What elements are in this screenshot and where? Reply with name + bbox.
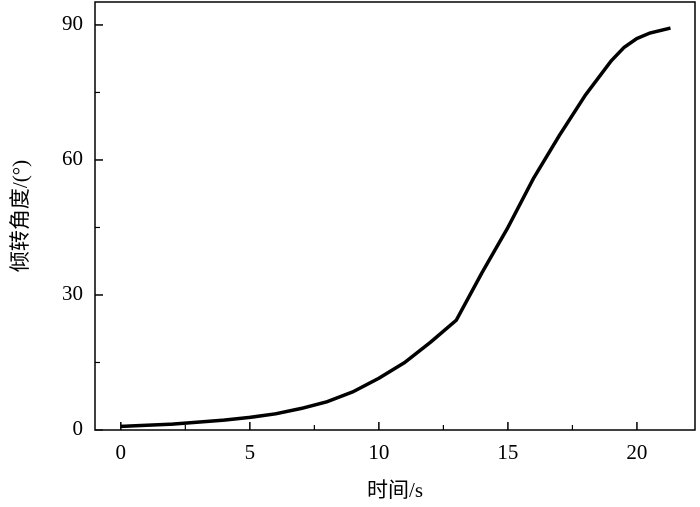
x-tick-label: 0 (116, 440, 127, 464)
y-axis-title: 倾转角度/(°) (8, 160, 32, 272)
x-tick-label: 20 (626, 440, 647, 464)
data-line (120, 26, 671, 429)
y-tick-label: 60 (62, 146, 83, 170)
x-tick-label: 5 (245, 440, 256, 464)
plot-frame (94, 1, 696, 431)
y-tick-label: 90 (62, 11, 83, 35)
x-tick-label: 15 (497, 440, 518, 464)
x-tick-label: 10 (368, 440, 389, 464)
y-tick-label: 30 (62, 281, 83, 305)
y-tick-label: 0 (73, 416, 84, 440)
x-axis-title: 时间/s (367, 478, 423, 502)
